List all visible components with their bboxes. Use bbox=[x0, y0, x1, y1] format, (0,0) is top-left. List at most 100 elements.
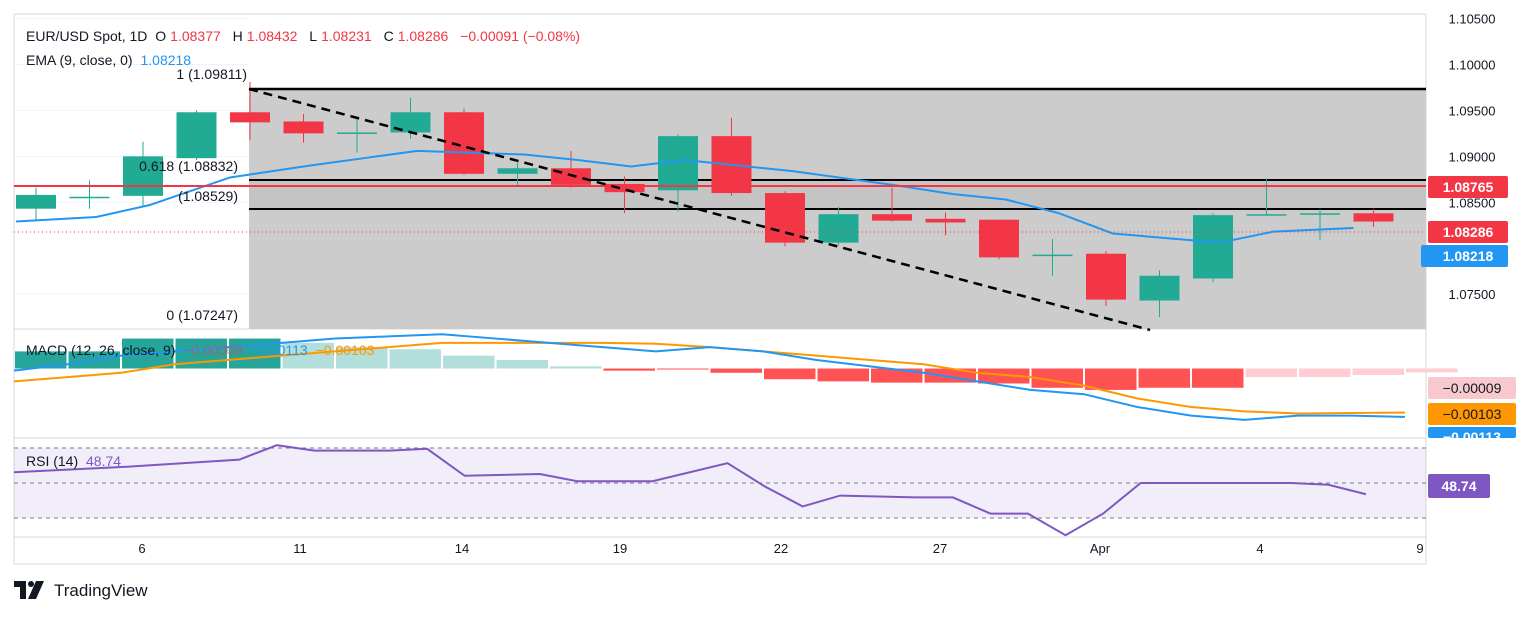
rsi-value-tag-label: 48.74 bbox=[1441, 478, 1476, 494]
rsi-legend: RSI (14) 48.74 bbox=[26, 453, 125, 469]
macd-histogram-bar bbox=[389, 349, 441, 369]
candle-body bbox=[925, 218, 966, 223]
close-price-tag bbox=[1428, 221, 1508, 243]
macd-signal-tag-label: −0.00103 bbox=[1443, 406, 1502, 422]
candle-body bbox=[604, 183, 645, 193]
candle-body bbox=[1353, 213, 1394, 222]
candle-body bbox=[390, 112, 431, 133]
candle-body bbox=[230, 112, 270, 123]
time-tick-label: 19 bbox=[613, 541, 627, 556]
time-tick-label: 9 bbox=[1416, 541, 1423, 556]
macd-histogram-bar bbox=[336, 347, 388, 369]
macd-line-tag-label: −0.00113 bbox=[1443, 429, 1501, 445]
ohlc-close: C 1.08286 bbox=[383, 28, 449, 44]
macd-hist-tag-label: −0.00009 bbox=[1443, 380, 1502, 396]
fibonacci-inner-zone bbox=[249, 180, 1426, 210]
macd-legend-signal: −0.00103 bbox=[315, 342, 375, 358]
ema-layer bbox=[15, 149, 1354, 244]
resistance-price-tag bbox=[1428, 176, 1508, 198]
candle-body bbox=[765, 193, 805, 243]
fib-label-0: 0 (1.07247) bbox=[166, 307, 238, 323]
macd-main-line bbox=[13, 333, 1406, 421]
time-axis: 6 11 14 19 22 27 Apr 4 9 bbox=[138, 541, 1423, 556]
macd-histogram-bar bbox=[1406, 368, 1458, 373]
candle-body bbox=[123, 156, 163, 196]
ohlc-open: O 1.08377 bbox=[155, 28, 221, 44]
rsi-legend-label: RSI (14) bbox=[26, 453, 79, 469]
time-tick-label: 22 bbox=[774, 541, 788, 556]
price-tick-label: 1.09500 bbox=[1449, 103, 1496, 118]
price-tick-label: 1.08500 bbox=[1449, 195, 1496, 210]
macd-histogram-bar bbox=[15, 351, 67, 369]
macd-histogram-bar bbox=[1352, 368, 1404, 375]
fib-label-0618: 0.618 (1.08832) bbox=[139, 158, 238, 174]
macd-histogram-bar bbox=[443, 355, 495, 369]
macd-legend-label: MACD (12, 26, close, 9) bbox=[26, 342, 176, 358]
candle-body bbox=[69, 196, 110, 199]
ema-line bbox=[15, 149, 1354, 244]
ema-legend-label: EMA (9, close, 0) bbox=[26, 52, 133, 68]
macd-histogram-bar bbox=[1192, 368, 1244, 388]
candle-body bbox=[1139, 275, 1180, 301]
macd-legend-hist: −0.00009 bbox=[183, 342, 243, 358]
ema-legend: EMA (9, close, 0) 1.08218 bbox=[26, 52, 195, 68]
time-tick-label: Apr bbox=[1090, 541, 1111, 556]
time-tick-label: 4 bbox=[1256, 541, 1263, 556]
candle-body bbox=[818, 214, 859, 243]
macd-histogram-bar bbox=[550, 366, 602, 369]
candle-body bbox=[16, 194, 56, 209]
macd-histogram-bar bbox=[978, 368, 1030, 384]
macd-histogram-bar bbox=[1085, 368, 1137, 390]
time-tick-label: 6 bbox=[138, 541, 145, 556]
rsi-legend-value: 48.74 bbox=[86, 453, 122, 469]
tradingview-logo-icon bbox=[14, 581, 44, 599]
price-tick-label: 1.09000 bbox=[1449, 149, 1496, 164]
price-axis: 1.10500 1.10000 1.09500 1.09000 1.08500 1.075… bbox=[1449, 12, 1496, 303]
macd-lines bbox=[13, 333, 1406, 421]
macd-hist-tag bbox=[1428, 377, 1516, 399]
ema-legend-value: 1.08218 bbox=[140, 52, 192, 68]
price-tick-label: 1.10000 bbox=[1449, 58, 1496, 73]
close-price-tag-label: 1.08286 bbox=[1443, 224, 1494, 240]
candle-body bbox=[1086, 253, 1126, 300]
time-tick-label: 14 bbox=[455, 541, 469, 556]
candle-body bbox=[872, 214, 912, 221]
macd-histogram-bar bbox=[1299, 368, 1351, 378]
candle-body bbox=[283, 121, 324, 134]
macd-histogram-bar bbox=[764, 368, 816, 380]
macd-histogram-bar bbox=[603, 368, 655, 371]
resistance-price-tag-label: 1.08765 bbox=[1443, 179, 1494, 195]
price-change: −0.00091 (−0.08%) bbox=[460, 28, 581, 44]
candle-body bbox=[176, 112, 217, 159]
rsi-line bbox=[13, 444, 1367, 537]
time-tick-label: 11 bbox=[293, 541, 307, 556]
ema-price-tag bbox=[1421, 245, 1508, 267]
rsi-value-tag bbox=[1428, 474, 1490, 498]
macd-line-tag-clip: −0.00113 bbox=[1443, 429, 1501, 445]
candle-body bbox=[337, 132, 377, 134]
candle-body bbox=[1300, 213, 1340, 215]
tradingview-branding[interactable]: TradingView bbox=[14, 581, 148, 601]
symbol-name: EUR/USD Spot, 1D bbox=[26, 28, 148, 44]
fib-label-1: 1 (1.09811) bbox=[176, 66, 247, 82]
candle-body bbox=[1193, 215, 1233, 279]
ema-price-tag-label: 1.08218 bbox=[1443, 248, 1494, 264]
price-tick-label: 1.07500 bbox=[1449, 287, 1496, 302]
fib-label-0786: (1.08529) bbox=[178, 188, 238, 204]
rsi-line-layer bbox=[13, 444, 1367, 537]
ohlc-high: H 1.08432 bbox=[232, 28, 298, 44]
macd-histogram-bar bbox=[657, 368, 709, 370]
candle-body bbox=[979, 219, 1019, 258]
macd-histogram-bar bbox=[817, 368, 869, 382]
candle-body bbox=[1032, 254, 1073, 257]
macd-legend-macd: −0.00113 bbox=[249, 342, 308, 358]
descending-trendline bbox=[248, 87, 1151, 332]
candle-body bbox=[1246, 214, 1287, 216]
macd-legend: MACD (12, 26, close, 9) −0.00009 −0.0011… bbox=[26, 342, 378, 358]
macd-histogram-bar bbox=[496, 359, 548, 369]
candles[interactable] bbox=[16, 81, 1394, 318]
macd-histogram bbox=[15, 338, 1458, 390]
tradingview-brand-text: TradingView bbox=[54, 581, 148, 600]
time-tick-label: 27 bbox=[933, 541, 947, 556]
